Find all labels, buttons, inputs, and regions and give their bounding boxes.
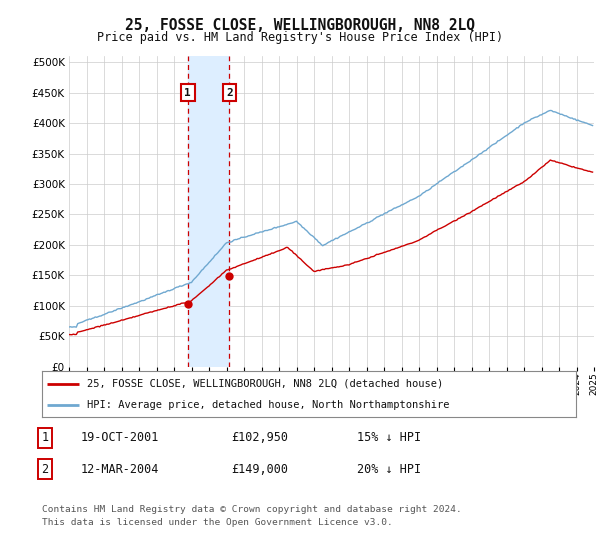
Text: 12-MAR-2004: 12-MAR-2004 [81, 463, 160, 476]
Text: 2: 2 [226, 87, 233, 97]
Text: Contains HM Land Registry data © Crown copyright and database right 2024.
This d: Contains HM Land Registry data © Crown c… [42, 505, 462, 526]
Text: 25, FOSSE CLOSE, WELLINGBOROUGH, NN8 2LQ: 25, FOSSE CLOSE, WELLINGBOROUGH, NN8 2LQ [125, 18, 475, 33]
Text: 1: 1 [41, 431, 49, 445]
Text: 19-OCT-2001: 19-OCT-2001 [81, 431, 160, 445]
Text: 25, FOSSE CLOSE, WELLINGBOROUGH, NN8 2LQ (detached house): 25, FOSSE CLOSE, WELLINGBOROUGH, NN8 2LQ… [88, 379, 443, 389]
Text: 2: 2 [41, 463, 49, 476]
Text: Price paid vs. HM Land Registry's House Price Index (HPI): Price paid vs. HM Land Registry's House … [97, 31, 503, 44]
Text: 20% ↓ HPI: 20% ↓ HPI [357, 463, 421, 476]
Text: 1: 1 [184, 87, 191, 97]
Text: HPI: Average price, detached house, North Northamptonshire: HPI: Average price, detached house, Nort… [88, 400, 450, 410]
Text: £102,950: £102,950 [231, 431, 288, 445]
Text: 15% ↓ HPI: 15% ↓ HPI [357, 431, 421, 445]
Text: £149,000: £149,000 [231, 463, 288, 476]
Bar [188, 56, 229, 367]
